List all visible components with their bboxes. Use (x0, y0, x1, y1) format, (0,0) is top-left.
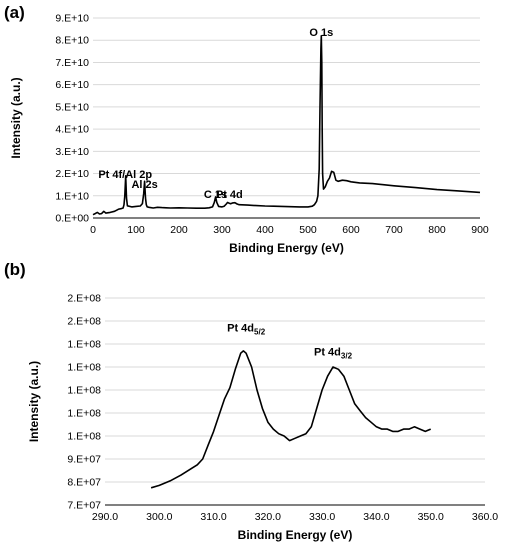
annotation-text: C 1s (204, 189, 227, 201)
y-tick-label: 9.E+10 (55, 13, 89, 25)
peak-annotation: C 1s (204, 189, 227, 201)
y-tick-label: 1.E+08 (67, 385, 101, 397)
annotation-text: Al 2s (131, 179, 157, 191)
y-tick-label: 8.E+10 (55, 35, 89, 47)
y-tick-label: 4.E+10 (55, 124, 89, 136)
y-tick-label: 7.E+07 (67, 500, 101, 512)
x-tick-label: 330.0 (309, 511, 335, 523)
x-tick-label: 340.0 (363, 511, 389, 523)
x-tick-label: 0 (90, 224, 96, 236)
y-tick-label: 2.E+08 (67, 316, 101, 328)
x-tick-label: 100 (127, 224, 145, 236)
x-axis-title: Binding Energy (eV) (238, 528, 353, 542)
peak-annotation: Pt 4d5/2 (227, 322, 266, 336)
chart-panel-a: (a) 0.E+00 1.E+10 2.E+10 3.E+10 4.E+10 5.E+10… (4, 3, 489, 255)
x-tick-label: 600 (342, 224, 360, 236)
chart-panel-b: (b) 7.E+07 8.E+07 9.E+07 1.E+08 1.E+08 1.E+08… (4, 260, 498, 542)
y-tick-label: 1.E+08 (67, 362, 101, 374)
peak-annotation: O 1s (309, 27, 333, 39)
annotation-text: Pt 4f/Al 2p (98, 169, 152, 181)
x-tick-label: 310.0 (200, 511, 226, 523)
x-tick-label: 360.0 (472, 511, 498, 523)
y-tick-label: 1.E+08 (67, 339, 101, 351)
x-tick-label: 350.0 (418, 511, 444, 523)
y-tick-label: 5.E+10 (55, 101, 89, 113)
y-tick-label: 1.E+08 (67, 431, 101, 443)
y-tick-label: 2.E+10 (55, 168, 89, 180)
y-tick-label: 2.E+08 (67, 293, 101, 305)
pt4d-spectrum-line (150, 350, 432, 489)
annotation-subscript: 5/2 (254, 327, 266, 336)
panel-label-a: (a) (4, 3, 25, 22)
y-tick-label: 1.E+10 (55, 190, 89, 202)
y-tick-label: 3.E+10 (55, 146, 89, 158)
y-axis-title: Intensity (a.u.) (27, 361, 41, 442)
y-axis-title: Intensity (a.u.) (9, 77, 23, 158)
peak-annotation: Pt 4f/Al 2p (98, 169, 152, 181)
x-tick-label: 900 (471, 224, 489, 236)
x-tick-label: 500 (299, 224, 317, 236)
y-tick-label: 9.E+07 (67, 454, 101, 466)
x-tick-label: 200 (170, 224, 188, 236)
x-tick-label: 800 (428, 224, 446, 236)
x-tick-label: 320.0 (255, 511, 281, 523)
peak-annotation: Al 2s (131, 179, 157, 191)
x-tick-label: 700 (385, 224, 403, 236)
x-axis-title: Binding Energy (eV) (229, 241, 344, 255)
y-tick-label: 8.E+07 (67, 477, 101, 489)
peak-annotation: Pt 4d3/2 (314, 347, 353, 361)
x-tick-label: 290.0 (92, 511, 118, 523)
x-tick-label: 300.0 (146, 511, 172, 523)
y-tick-label: 0.E+00 (55, 213, 89, 225)
y-tick-label: 7.E+10 (55, 57, 89, 69)
peak-annotation: Pt 4d (216, 189, 243, 201)
annotation-text: Pt 4d (216, 189, 243, 201)
y-tick-label: 1.E+08 (67, 408, 101, 420)
annotation-text: O 1s (309, 27, 333, 39)
y-tick-label: 6.E+10 (55, 79, 89, 91)
annotation-text: Pt 4d (314, 347, 341, 359)
annotation-subscript: 3/2 (341, 352, 353, 361)
annotation-text: Pt 4d (227, 322, 254, 334)
x-tick-label: 300 (213, 224, 231, 236)
x-tick-label: 400 (256, 224, 274, 236)
survey-spectrum-line (92, 35, 481, 216)
panel-label-b: (b) (4, 260, 26, 279)
